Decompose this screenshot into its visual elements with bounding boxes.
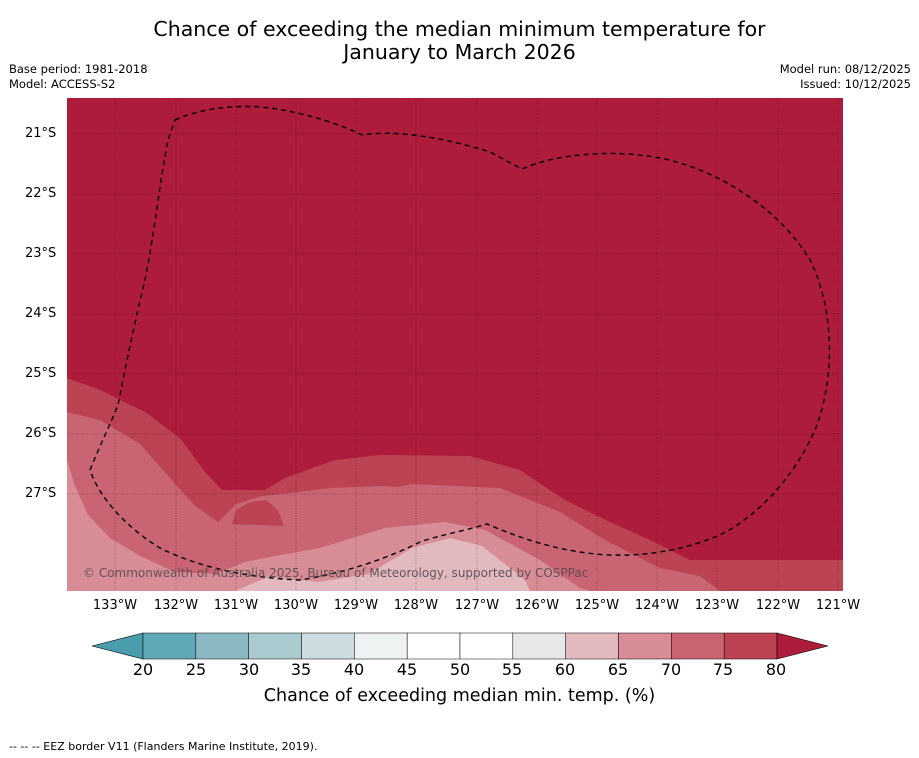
base-period: Base period: 1981-2018 (9, 62, 148, 76)
lon-label: 121°W (815, 598, 861, 613)
region-60-65 (235, 538, 530, 591)
colorbar-tick: 50 (449, 660, 471, 679)
map-title: Chance of exceeding the median minimum t… (0, 18, 919, 64)
lon-label: 133°W (92, 598, 138, 613)
colorbar-tick: 25 (185, 660, 207, 679)
colorbar-tick: 65 (607, 660, 629, 679)
colorbar-segment (142, 632, 197, 660)
colorbar-segment (565, 632, 619, 660)
colorbar-tick: 70 (660, 660, 682, 679)
region-75-80-inner (232, 500, 284, 526)
metadata-left: Base period: 1981-2018 Model: ACCESS-S2 (9, 62, 148, 92)
eez-border (89, 105, 831, 581)
colorbar-segment (723, 632, 778, 660)
lon-label: 129°W (333, 598, 379, 613)
lat-label: 27°S (25, 486, 57, 501)
lon-label: 127°W (454, 598, 500, 613)
colorbar-tick: 20 (132, 660, 154, 679)
colorbar-segment (512, 632, 566, 660)
lat-label: 21°S (25, 126, 57, 141)
lon-label: 126°W (514, 598, 560, 613)
colorbar-segment (406, 632, 461, 660)
colorbar-under-arrow (91, 632, 144, 660)
colorbar-tick: 40 (343, 660, 365, 679)
eez-legend-note: -- -- -- EEZ border V11 (Flanders Marine… (9, 740, 318, 753)
title-line-1: Chance of exceeding the median minimum t… (153, 17, 766, 41)
colorbar (91, 632, 829, 660)
lon-label: 124°W (634, 598, 680, 613)
colorbar-tick: 60 (554, 660, 576, 679)
colorbar-segment (248, 632, 302, 660)
lon-label: 125°W (574, 598, 620, 613)
gridlines (67, 98, 843, 591)
model-run: Model run: 08/12/2025 (779, 62, 911, 76)
lon-label: 132°W (153, 598, 199, 613)
lon-label: 128°W (393, 598, 439, 613)
lat-label: 26°S (25, 426, 57, 441)
colorbar-over-arrow (776, 632, 829, 660)
colorbar-label: Chance of exceeding median min. temp. (%… (263, 686, 656, 706)
colorbar-segment (618, 632, 672, 660)
lat-label: 23°S (25, 246, 57, 261)
colorbar-segment (459, 632, 514, 660)
colorbar-tick: 30 (238, 660, 260, 679)
lat-label: 25°S (25, 366, 57, 381)
region-70-75 (67, 412, 720, 591)
lat-label: 24°S (25, 306, 57, 321)
lon-label: 122°W (755, 598, 801, 613)
colorbar-segment (671, 632, 725, 660)
title-line-2: January to March 2026 (343, 40, 576, 64)
lat-label: 22°S (25, 186, 57, 201)
colorbar-tick: 45 (396, 660, 418, 679)
issued-date: Issued: 10/12/2025 (800, 77, 911, 91)
lon-label: 130°W (273, 598, 319, 613)
colorbar-tick: 55 (501, 660, 523, 679)
metadata-right: Model run: 08/12/2025 Issued: 10/12/2025 (780, 62, 911, 92)
colorbar-segment (354, 632, 408, 660)
map-area (67, 98, 843, 591)
model-name: Model: ACCESS-S2 (9, 77, 116, 91)
colorbar-tick: 35 (290, 660, 312, 679)
lon-label: 123°W (694, 598, 740, 613)
colorbar-segment (195, 632, 249, 660)
colorbar-segment (301, 632, 355, 660)
colorbar-tick: 75 (712, 660, 734, 679)
colorbar-tick: 80 (765, 660, 787, 679)
lon-label: 131°W (213, 598, 259, 613)
copyright-notice: © Commonwealth of Australia 2025, Bureau… (83, 566, 588, 580)
